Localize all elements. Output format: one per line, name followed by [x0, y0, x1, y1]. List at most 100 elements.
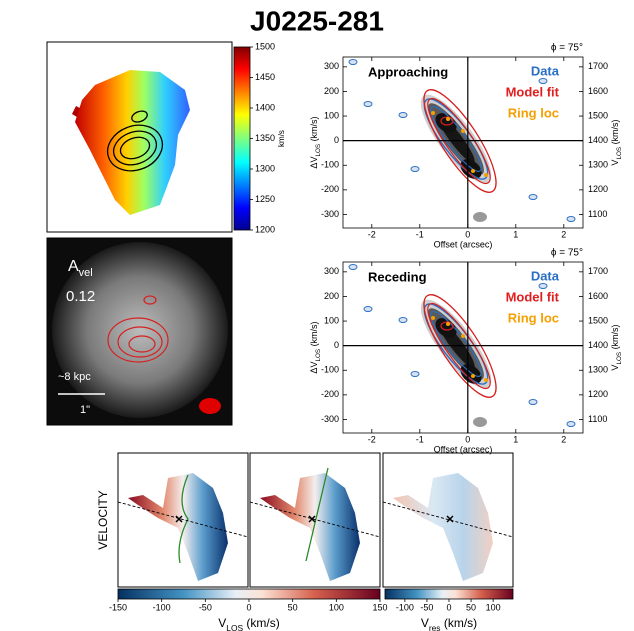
colorbar-tick-label: 100 — [486, 602, 501, 612]
model-contour — [423, 89, 497, 193]
data-stray — [538, 78, 548, 84]
avel-sub: vel — [79, 267, 93, 279]
row-label: VELOCITY — [96, 490, 110, 549]
colorbar-label-prefix: V — [218, 616, 226, 630]
x-tick-label: -1 — [416, 229, 424, 239]
colorbar-tick-label: 1450 — [255, 72, 275, 82]
ring-loc — [446, 117, 450, 121]
y-tick-label: 100 — [324, 110, 339, 120]
data-contour — [430, 311, 482, 377]
ring-loc — [461, 334, 465, 338]
avel-value: 0.12 — [66, 288, 95, 305]
legend-entry: Model fit — [506, 289, 560, 304]
ring-loc — [484, 173, 488, 177]
scale-kpc: ~8 kpc — [58, 371, 91, 383]
colorbar-tick-label: -50 — [420, 602, 433, 612]
colorbar-tick-label: 1350 — [255, 133, 275, 143]
data-contour — [430, 106, 482, 172]
data-stray — [348, 59, 358, 65]
y2-tick-label: 1500 — [588, 110, 608, 120]
colorbar-tick-label: 1400 — [255, 102, 275, 112]
ring-loc — [461, 129, 465, 133]
y2-tick-label: 1700 — [588, 266, 608, 276]
colorbar-tick-label: -100 — [396, 602, 414, 612]
colorbar-label-suffix: (km/s) — [441, 616, 478, 630]
y-axis-label-suffix: (km/s) — [309, 116, 319, 144]
data-stray — [538, 283, 548, 289]
y-tick-label: -100 — [321, 365, 339, 375]
data-stray — [398, 112, 408, 118]
colorbar-label-sub: LOS — [226, 623, 243, 631]
x-tick-label: 1 — [513, 434, 518, 444]
colorbar-tick-label: -100 — [153, 602, 171, 612]
data-stray — [398, 317, 408, 323]
y-tick-label: 0 — [334, 135, 339, 145]
annotation: ϕ = 75° — [551, 43, 583, 54]
y2-tick-label: 1300 — [588, 365, 608, 375]
colorbar-tick-label: -50 — [199, 602, 212, 612]
ring-loc — [471, 169, 475, 173]
model-contour — [440, 321, 454, 331]
x-tick-label: -2 — [368, 434, 376, 444]
legend-entry: Ring loc — [508, 310, 559, 325]
colorbar — [117, 588, 381, 600]
y-tick-label: 300 — [324, 266, 339, 276]
colorbar-tick-label: 1500 — [255, 41, 275, 51]
data-stray — [363, 306, 373, 312]
x-tick-label: 2 — [561, 229, 566, 239]
y2-axis-label-sub: LOS — [616, 147, 623, 160]
figure-title: J0225-281 — [250, 5, 384, 36]
y2-axis-label-sub: LOS — [616, 352, 623, 365]
pv-image — [348, 264, 576, 427]
y-axis-label-sub: LOS — [315, 144, 322, 157]
colorbar-label: Vres (km/s) — [421, 616, 477, 631]
x-tick-label: 1 — [513, 229, 518, 239]
y2-axis-label: VLOS (km/s) — [610, 119, 623, 165]
y-axis-label: ΔVLOS (km/s) — [309, 116, 322, 168]
y2-tick-label: 1100 — [588, 209, 607, 219]
x-tick-label: 2 — [561, 434, 566, 444]
y2-tick-label: 1400 — [588, 135, 608, 145]
panel-title: Receding — [368, 269, 427, 284]
y2-axis-label-suffix: (km/s) — [610, 324, 620, 352]
data-blob — [473, 417, 487, 427]
colorbar-tick-label: -150 — [109, 602, 127, 612]
y-axis-label-prefix: ΔV — [309, 362, 319, 374]
colorbar — [233, 46, 251, 231]
velocity-map — [46, 41, 233, 233]
data-stray — [410, 371, 420, 377]
colorbar-label-prefix: V — [421, 616, 429, 630]
y-axis-label-prefix: ΔV — [309, 157, 319, 169]
model-contour — [427, 97, 491, 185]
y-tick-label: -300 — [321, 209, 339, 219]
asymmetry-map: Avel 0.12 ~8 kpc 1" — [46, 237, 233, 426]
colorbar-label: km/s — [277, 130, 286, 147]
data-stray — [566, 216, 576, 222]
panel-title: Approaching — [368, 64, 448, 79]
bottom-panels: VELOCITY — [96, 452, 514, 588]
data-stray — [410, 166, 420, 172]
data-stray — [528, 399, 538, 405]
y-tick-label: 0 — [334, 340, 339, 350]
colorbar-tick-label: 50 — [288, 602, 298, 612]
y2-axis-label-suffix: (km/s) — [610, 119, 620, 147]
y-tick-label: 100 — [324, 315, 339, 325]
y-axis-label: ΔVLOS (km/s) — [309, 321, 322, 373]
y2-axis-label-prefix: V — [610, 365, 620, 371]
y-tick-label: -100 — [321, 160, 339, 170]
ring-loc — [431, 316, 435, 320]
colorbar-tick-label: 150 — [372, 602, 387, 612]
data-blob — [473, 212, 487, 222]
y2-tick-label: 1600 — [588, 291, 608, 301]
plot-frame — [342, 261, 584, 434]
y2-axis-label-prefix: V — [610, 160, 620, 166]
model-contour — [423, 294, 497, 398]
colorbar-tick-label: 1200 — [255, 224, 275, 234]
x-tick-label: -2 — [368, 229, 376, 239]
x-tick-label: 0 — [465, 434, 470, 444]
colorbar-tick-label: 1300 — [255, 163, 275, 173]
x-tick-label: 0 — [465, 229, 470, 239]
avel-main: A — [68, 258, 79, 275]
data-stray — [363, 101, 373, 107]
